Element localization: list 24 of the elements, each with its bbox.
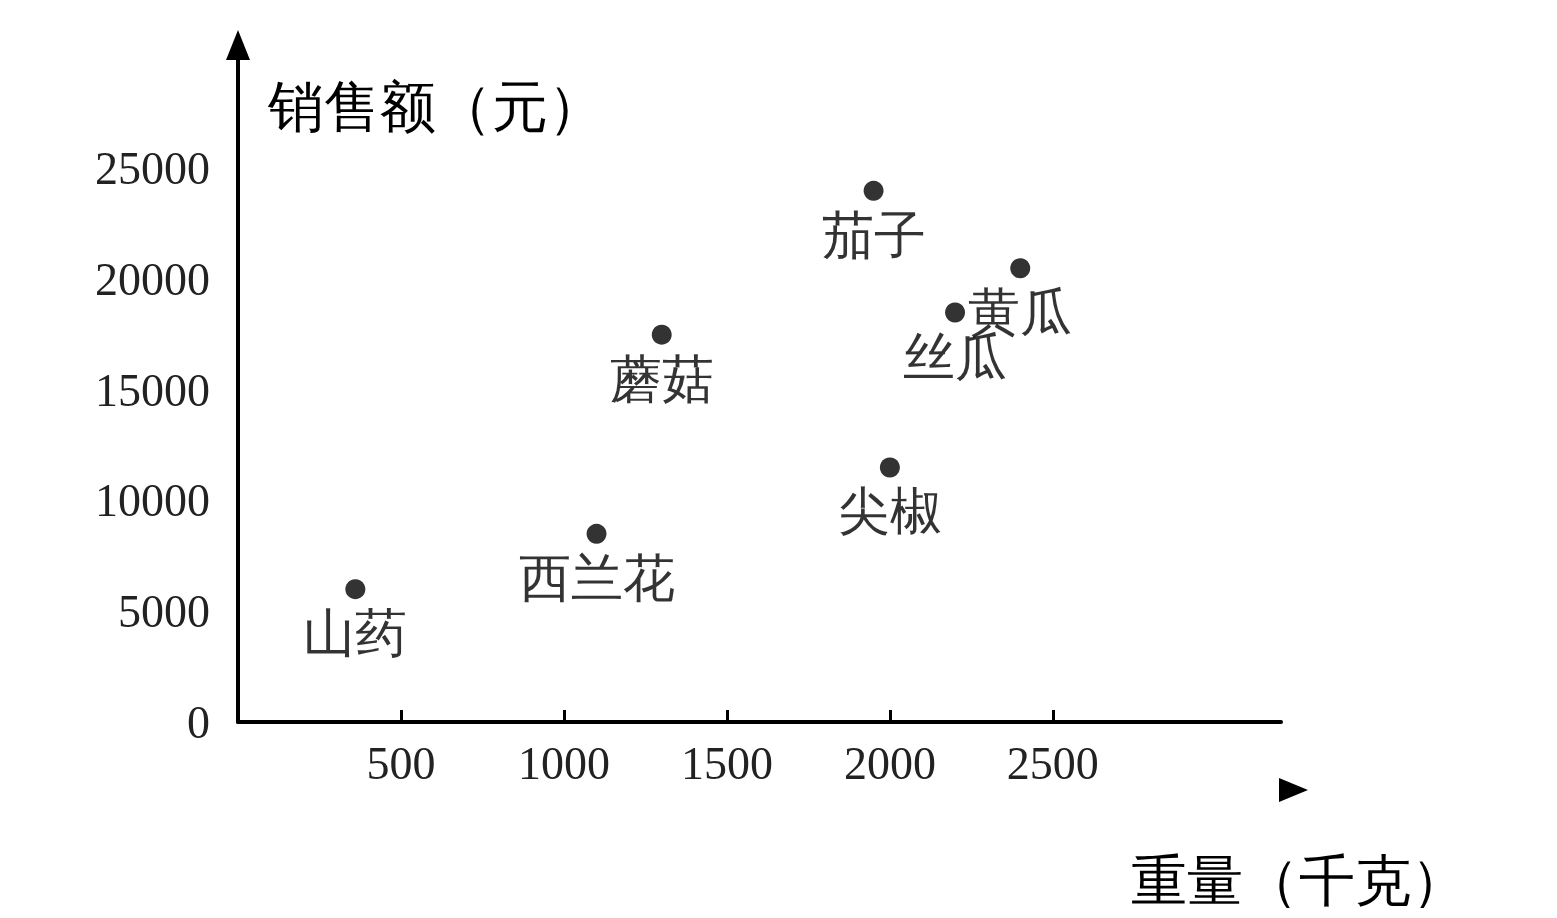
x-tick-label: 1500 [680,737,773,789]
annotation: 茄子 [821,204,926,265]
y-tick-label: 5000 [118,585,210,637]
point [863,180,884,201]
x-tick-label: 1000 [517,737,610,789]
y-tick-label: 20000 [95,253,210,305]
point [1010,258,1031,279]
y-tick-label: 15000 [95,364,210,416]
y-tick-label: 10000 [95,475,210,527]
annotation: 蘑菇 [609,348,714,409]
x-tick-label: 2500 [1006,737,1099,789]
annotation: 山药 [303,603,408,664]
x-tick-label: 500 [366,737,436,789]
point [879,457,900,478]
y-tick-label: 25000 [95,143,210,195]
point [651,324,672,345]
y-axis-title: 销售额（元） [267,73,604,139]
point [345,579,366,600]
point [945,302,966,323]
x-tick-label: 2000 [843,737,936,789]
y-tick-label: 0 [187,696,210,748]
annotation: 尖椒 [837,481,942,542]
annotation: 西兰花 [518,547,675,608]
point [586,523,607,544]
